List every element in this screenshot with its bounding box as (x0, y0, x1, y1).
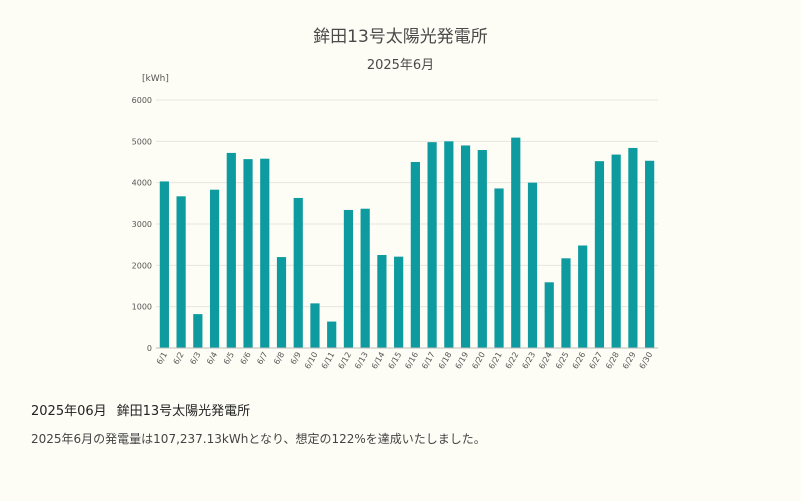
bar (193, 314, 203, 348)
bar (243, 159, 253, 348)
bar (327, 321, 337, 348)
x-tick-label: 6/1 (155, 351, 169, 367)
x-tick-label: 6/9 (289, 351, 303, 367)
bars (159, 137, 655, 348)
chart-title: 鉾田13号太陽光発電所 (313, 27, 488, 47)
bar (159, 181, 169, 348)
x-tick-label: 6/8 (272, 351, 286, 367)
bar (276, 257, 287, 348)
x-tick-label: 6/11 (320, 351, 337, 371)
report-heading: 2025年06月 鉾田13号太陽光発電所 (31, 400, 250, 419)
bar (427, 142, 437, 348)
x-tick-label: 6/30 (638, 351, 655, 371)
x-tick-label: 6/17 (420, 351, 437, 371)
y-tick-label: 5000 (132, 137, 152, 146)
bar (578, 245, 588, 348)
x-tick-label: 6/26 (571, 351, 588, 371)
bar (209, 189, 220, 348)
y-tick-label: 1000 (132, 303, 152, 312)
x-tick-label: 6/20 (470, 351, 487, 371)
x-tick-label: 6/13 (353, 351, 370, 371)
x-tick-label: 6/24 (537, 351, 554, 371)
bar (410, 162, 420, 348)
y-tick-label: 4000 (132, 179, 152, 188)
x-tick-label: 6/29 (621, 351, 638, 371)
x-tick-label: 6/10 (303, 351, 320, 371)
x-tick-label: 6/16 (403, 351, 420, 371)
x-tick-label: 6/15 (387, 351, 404, 371)
y-tick-label: 6000 (132, 96, 152, 105)
x-tick-label: 6/28 (604, 351, 621, 371)
x-tick-label: 6/14 (370, 351, 387, 371)
y-axis-unit-label: [kWh] (142, 74, 169, 84)
bar (460, 145, 471, 348)
bar (360, 208, 370, 348)
bar (628, 147, 638, 348)
x-axis-ticks: 6/1 6/2 6/3 6/4 6/5 6/6 6/7 6/8 6/9 6/10 6/11 6/12 6… (155, 351, 654, 371)
bar (260, 158, 270, 348)
report-summary: 2025年6月の発電量は107,237.13kWhとなり、想定の122%を達成い… (31, 432, 486, 446)
x-tick-label: 6/12 (336, 351, 353, 371)
bar (394, 256, 404, 348)
bar (527, 182, 538, 348)
bar (176, 196, 186, 348)
x-tick-label: 6/19 (454, 351, 471, 371)
x-tick-label: 6/4 (205, 351, 219, 367)
bar (544, 282, 554, 348)
bar (494, 188, 504, 348)
bar (343, 209, 354, 348)
x-tick-label: 6/27 (587, 351, 604, 371)
x-tick-label: 6/21 (487, 351, 504, 371)
x-tick-label: 6/22 (504, 351, 521, 371)
bar (645, 160, 655, 348)
bar (310, 303, 320, 348)
y-tick-label: 0 (147, 344, 152, 353)
bar (226, 152, 236, 348)
bar (293, 197, 303, 348)
bar (444, 141, 454, 348)
bar (377, 255, 387, 348)
x-tick-label: 6/6 (239, 351, 253, 367)
y-tick-label: 2000 (132, 261, 152, 270)
report-period: 2025年06月 (31, 404, 107, 419)
x-tick-label: 6/2 (172, 351, 186, 367)
report-plant-name: 鉾田13号太陽光発電所 (116, 404, 251, 419)
x-tick-label: 6/23 (520, 351, 537, 371)
y-tick-label: 3000 (132, 220, 152, 229)
y-axis-ticks: 0 1000 2000 3000 4000 5000 6000 (132, 96, 152, 353)
bar (611, 154, 621, 348)
bar (594, 161, 605, 348)
x-tick-label: 6/18 (437, 351, 454, 371)
bar (477, 150, 487, 348)
bar (511, 137, 521, 348)
bar (561, 258, 571, 348)
chart-subtitle: 2025年6月 (366, 58, 435, 73)
x-tick-label: 6/25 (554, 351, 571, 371)
x-tick-label: 6/7 (255, 351, 269, 367)
x-tick-label: 6/3 (188, 351, 202, 367)
x-tick-label: 6/5 (222, 351, 236, 367)
